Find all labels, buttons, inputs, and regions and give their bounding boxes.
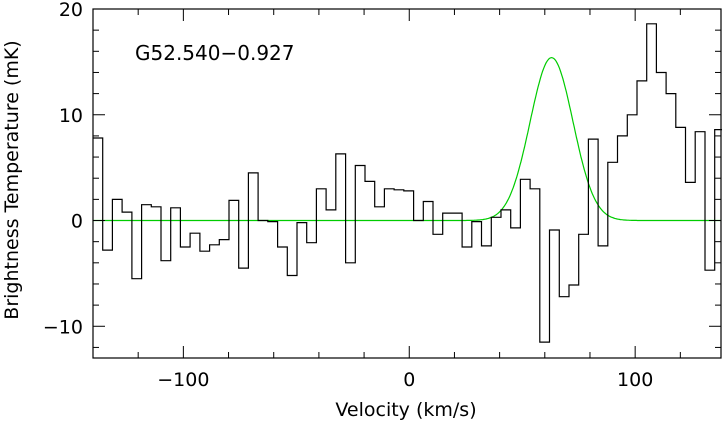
y-tick-label: 0 xyxy=(71,211,83,233)
x-tick-label: 100 xyxy=(617,369,653,391)
x-tick-label: 0 xyxy=(403,369,415,391)
x-tick-label: −100 xyxy=(157,369,209,391)
y-tick-label: −10 xyxy=(43,316,83,338)
y-tick-label: 10 xyxy=(59,105,83,127)
y-axis-label: Brightness Temperature (mK) xyxy=(1,40,23,319)
y-tick-label: 20 xyxy=(59,0,83,21)
x-axis-label: Velocity (km/s) xyxy=(335,399,476,421)
plot-area xyxy=(93,23,722,343)
spectrum-step-line xyxy=(93,23,722,343)
gaussian-fit-line xyxy=(93,56,721,222)
plot-frame xyxy=(92,8,722,359)
source-name-label: G52.540−0.927 xyxy=(135,41,295,65)
axes-frame xyxy=(92,8,722,359)
